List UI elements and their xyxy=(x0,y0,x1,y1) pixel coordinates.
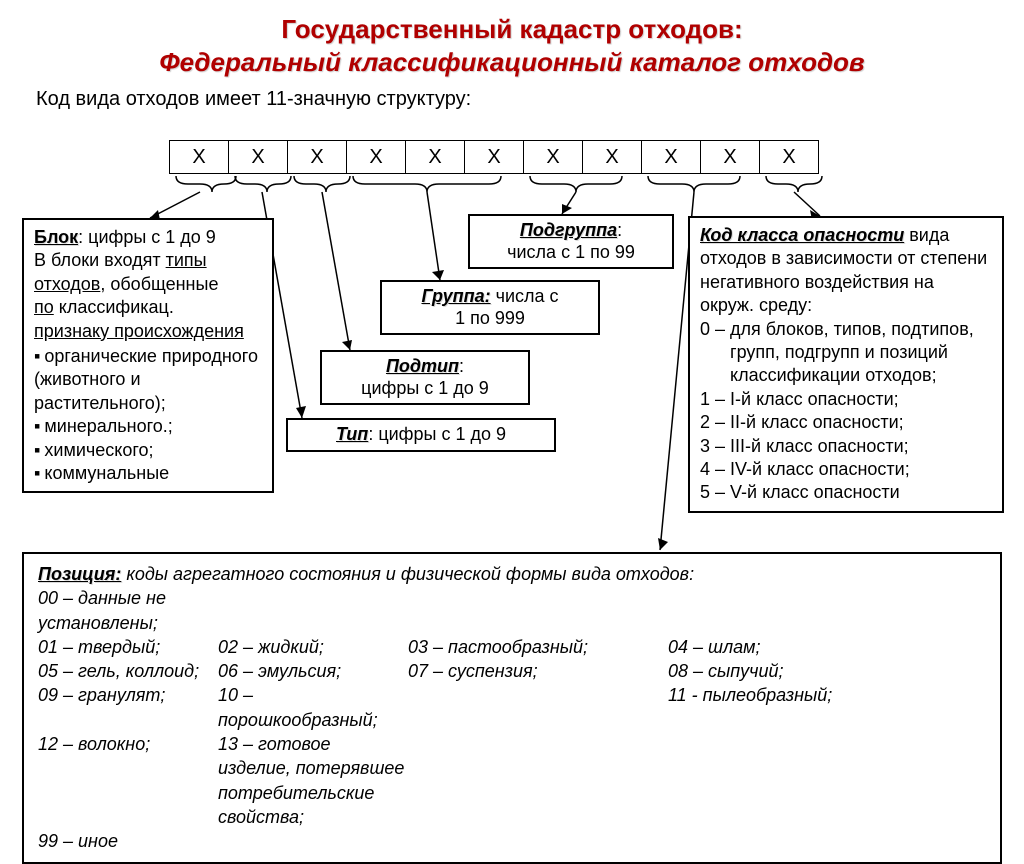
position-cell: 11 - пылеобразный; xyxy=(668,683,986,732)
position-box: Позиция: коды агрегатного состояния и фи… xyxy=(22,552,1002,864)
tip-label: Тип xyxy=(336,424,368,444)
tip-text: : цифры с 1 до 9 xyxy=(368,424,506,444)
block-item: органические природного (животного и рас… xyxy=(34,345,262,415)
code-digit-row: XXXXXXXXXXX xyxy=(170,140,819,174)
block-l3a: по xyxy=(34,297,54,317)
position-cell xyxy=(408,829,668,853)
code-digit-1: X xyxy=(169,140,229,174)
position-cell: 09 – гранулят; xyxy=(38,683,218,732)
code-digit-2: X xyxy=(228,140,288,174)
code-digit-10: X xyxy=(700,140,760,174)
gruppa-text: числа с xyxy=(491,286,559,306)
position-row: 12 – волокно;13 – готовое изделие, потер… xyxy=(38,732,986,829)
code-digit-3: X xyxy=(287,140,347,174)
position-tail: коды агрегатного состояния и физической … xyxy=(121,564,694,584)
podtip-text: : xyxy=(459,356,464,376)
code-digit-11: X xyxy=(759,140,819,174)
position-cell: 05 – гель, коллоид; xyxy=(38,659,218,683)
block-line1: : цифры с 1 до 9 xyxy=(78,227,216,247)
class-item: 2 – II-й класс опасности; xyxy=(700,411,992,434)
position-row: 09 – гранулят;10 – порошкообразный; 11 - … xyxy=(38,683,986,732)
gruppa-label: Группа: xyxy=(421,286,490,306)
position-row: 01 – твердый;02 – жидкий;03 – пастообраз… xyxy=(38,635,986,659)
code-digit-6: X xyxy=(464,140,524,174)
position-cell: 04 – шлам; xyxy=(668,635,986,659)
position-cell xyxy=(218,829,408,853)
position-cell: 03 – пастообразный; xyxy=(408,635,668,659)
code-digit-9: X xyxy=(641,140,701,174)
block-box: Блок: цифры с 1 до 9 В блоки входят типы… xyxy=(22,218,274,493)
position-header: Позиция: xyxy=(38,564,121,584)
podgruppa-text: : xyxy=(617,220,622,240)
block-item: минерального.; xyxy=(34,415,262,438)
position-row: 00 – данные не установлены; xyxy=(38,586,986,635)
position-row: 99 – иное xyxy=(38,829,986,853)
gruppa-box: Группа: числа с 1 по 999 xyxy=(380,280,600,335)
position-cell: 08 – сыпучий; xyxy=(668,659,986,683)
position-cell: 00 – данные не установлены; xyxy=(38,586,218,635)
podtip-box: Подтип: цифры с 1 до 9 xyxy=(320,350,530,405)
intro-text: Код вида отходов имеет 11-значную структ… xyxy=(36,88,1024,111)
code-digit-4: X xyxy=(346,140,406,174)
podtip-sub: цифры с 1 до 9 xyxy=(361,378,489,398)
position-cell: 10 – порошкообразный; xyxy=(218,683,408,732)
position-cell xyxy=(668,586,986,635)
position-row: 05 – гель, коллоид;06 – эмульсия;07 – су… xyxy=(38,659,986,683)
position-cell: 06 – эмульсия; xyxy=(218,659,408,683)
position-cell xyxy=(668,732,986,829)
podgruppa-sub: числа с 1 по 99 xyxy=(507,242,635,262)
position-cell xyxy=(408,683,668,732)
class-item: 4 – IV-й класс опасности; xyxy=(700,458,992,481)
block-l2a: В блоки входят xyxy=(34,250,166,270)
class-item: 5 – V-й класс опасности xyxy=(700,481,992,504)
class-item: 0 – для блоков, типов, подтипов, групп, … xyxy=(700,318,992,388)
position-cell xyxy=(218,586,408,635)
code-digit-7: X xyxy=(523,140,583,174)
code-digit-8: X xyxy=(582,140,642,174)
position-cell: 07 – суспензия; xyxy=(408,659,668,683)
class-item: 1 – I-й класс опасности; xyxy=(700,388,992,411)
podgruppa-label: Подгруппа xyxy=(520,220,617,240)
gruppa-sub: 1 по 999 xyxy=(455,308,525,328)
class-item: 3 – III-й класс опасности; xyxy=(700,435,992,458)
position-cell: 13 – готовое изделие, потерявшее потреби… xyxy=(218,732,408,829)
block-item: коммунальные xyxy=(34,462,262,485)
position-cell: 99 – иное xyxy=(38,829,218,853)
class-box: Код класса опасности вида отходов в зави… xyxy=(688,216,1004,513)
block-item: химического; xyxy=(34,439,262,462)
position-cell: 12 – волокно; xyxy=(38,732,218,829)
position-cell xyxy=(408,732,668,829)
tip-box: Тип: цифры с 1 до 9 xyxy=(286,418,556,452)
code-digit-5: X xyxy=(405,140,465,174)
position-cell: 02 – жидкий; xyxy=(218,635,408,659)
position-cell xyxy=(668,829,986,853)
main-title: Государственный кадастр отходов: xyxy=(0,14,1024,45)
block-l3b: классификац. xyxy=(54,297,174,317)
position-cell: 01 – твердый; xyxy=(38,635,218,659)
podtip-label: Подтип xyxy=(386,356,459,376)
subtitle: Федеральный классификационный каталог от… xyxy=(0,47,1024,78)
block-l4: признаку происхождения xyxy=(34,320,262,343)
block-l2c: , обобщенные xyxy=(100,274,218,294)
class-header: Код класса опасности xyxy=(700,225,904,245)
block-header: Блок xyxy=(34,227,78,247)
podgruppa-box: Подгруппа: числа с 1 по 99 xyxy=(468,214,674,269)
position-cell xyxy=(408,586,668,635)
